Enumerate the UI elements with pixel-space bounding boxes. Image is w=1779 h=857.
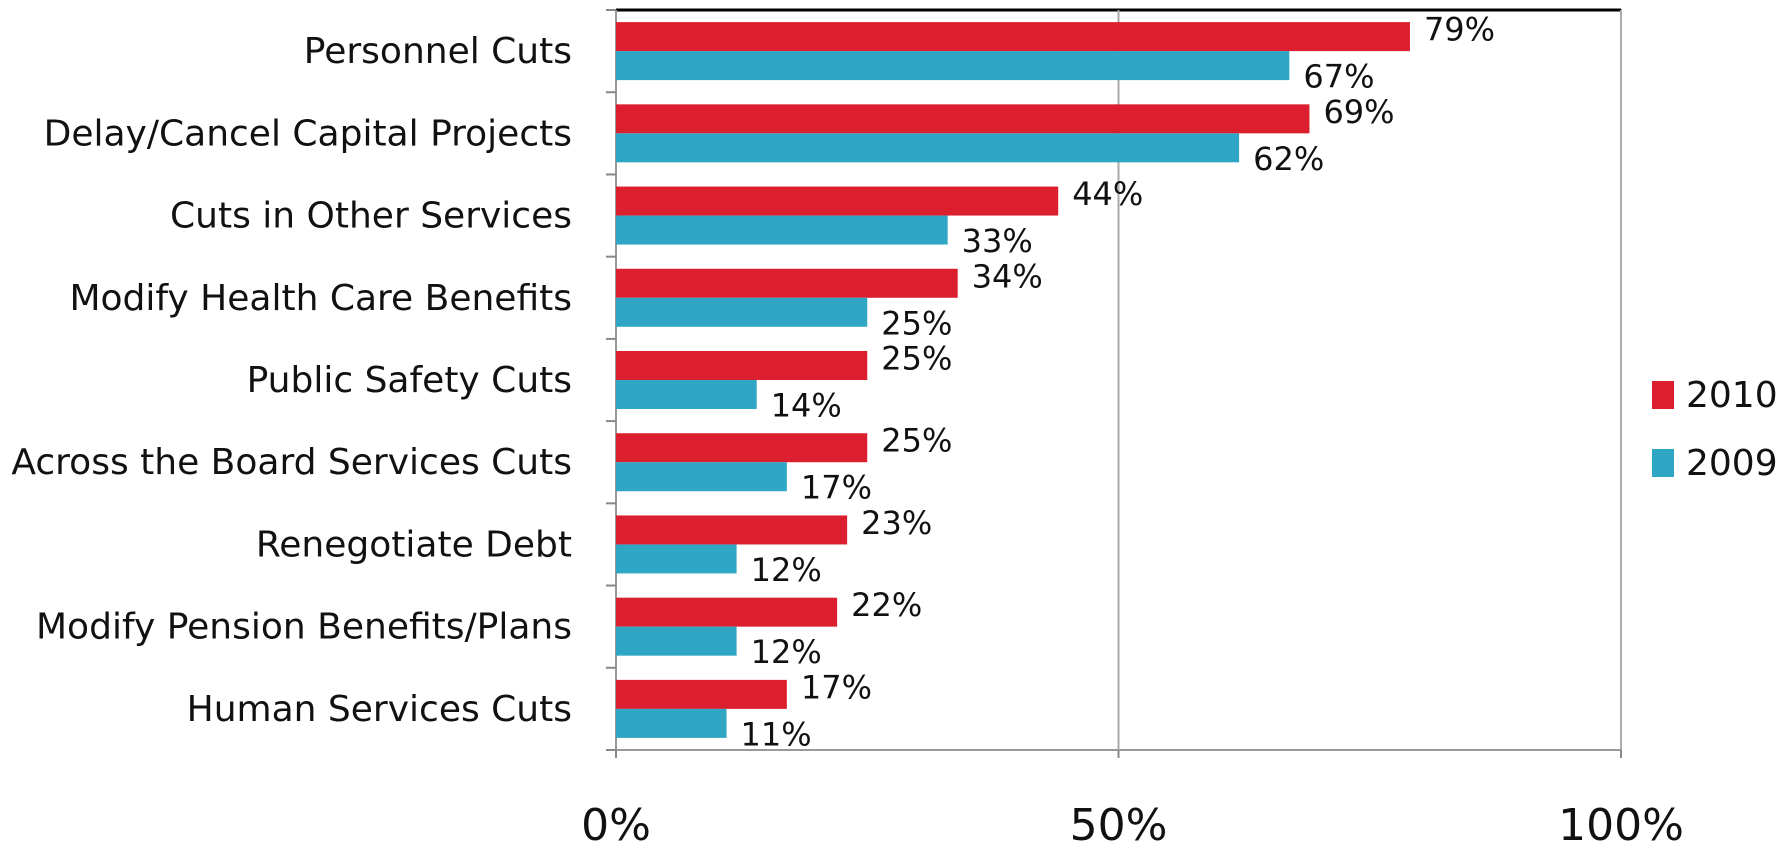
category-label: Human Services Cuts [187,689,572,730]
data-label-2010: 25% [881,340,952,378]
data-label-2010: 23% [861,504,932,542]
legend-label-2010: 2010 [1686,375,1778,416]
bar-2010 [616,351,868,380]
data-label-2009: 12% [751,551,822,589]
x-tick-label: 0% [581,800,651,851]
legend: 2010 2009 [1652,375,1778,484]
data-label-2010: 34% [972,257,1043,295]
data-label-2010: 17% [801,668,872,706]
data-label-2009: 25% [881,304,952,342]
value-labels: 79%67%69%62%44%33%34%25%25%14%25%17%23%1… [741,11,1496,754]
legend-label-2009: 2009 [1686,443,1778,484]
data-label-2009: 33% [962,222,1033,260]
bar-2009 [616,544,737,574]
bar-2010 [616,515,848,545]
bars [616,22,1410,738]
bar-2010 [616,186,1059,216]
bar-2009 [616,215,948,245]
data-label-2009: 14% [771,387,842,425]
bar-2010 [616,104,1310,134]
category-label: Across the Board Services Cuts [11,442,572,483]
category-label: Cuts in Other Services [170,196,572,237]
category-label: Renegotiate Debt [256,524,572,565]
data-label-2010: 22% [851,586,922,624]
bar-2009 [616,297,868,327]
bar-2009 [616,462,787,492]
category-label: Modify Health Care Benefits [69,278,572,319]
bar-2009 [616,133,1240,163]
category-label: Public Safety Cuts [247,360,572,401]
x-tick-label: 100% [1558,800,1684,851]
legend-swatch-2010 [1652,381,1674,409]
data-label-2009: 12% [751,633,822,671]
category-label: Modify Pension Benefits/Plans [36,607,572,648]
data-label-2009: 11% [741,715,812,753]
data-label-2009: 62% [1253,140,1324,178]
x-tick-label: 50% [1070,800,1168,851]
bar-2010 [616,679,787,709]
bar-2009 [616,626,737,656]
data-label-2009: 17% [801,469,872,507]
data-label-2010: 79% [1424,11,1495,49]
bar-2010 [616,22,1410,52]
data-label-2009: 67% [1303,58,1374,96]
x-axis-ticks: 0% 50% 100% [581,800,1684,851]
bar-2010 [616,597,838,627]
category-labels: Personnel Cuts Delay/Cancel Capital Proje… [11,31,572,730]
legend-swatch-2009 [1652,449,1674,477]
bar-2009 [616,51,1290,81]
bar-2009 [616,380,757,409]
data-label-2010: 25% [881,422,952,460]
bar-2009 [616,708,727,738]
bar-2010 [616,433,868,463]
category-label: Personnel Cuts [304,31,572,72]
bar-2010 [616,268,958,298]
data-label-2010: 44% [1072,175,1143,213]
data-label-2010: 69% [1323,93,1394,131]
category-label: Delay/Cancel Capital Projects [44,113,572,154]
